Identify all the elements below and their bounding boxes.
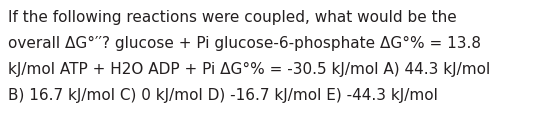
- Text: If the following reactions were coupled, what would be the: If the following reactions were coupled,…: [8, 10, 457, 25]
- Text: overall ΔG°′′? glucose + Pi glucose-6-phosphate ΔG°% = 13.8: overall ΔG°′′? glucose + Pi glucose-6-ph…: [8, 36, 481, 51]
- Text: kJ/mol ATP + H2O ADP + Pi ΔG°% = -30.5 kJ/mol A) 44.3 kJ/mol: kJ/mol ATP + H2O ADP + Pi ΔG°% = -30.5 k…: [8, 62, 490, 77]
- Text: B) 16.7 kJ/mol C) 0 kJ/mol D) -16.7 kJ/mol E) -44.3 kJ/mol: B) 16.7 kJ/mol C) 0 kJ/mol D) -16.7 kJ/m…: [8, 88, 438, 103]
